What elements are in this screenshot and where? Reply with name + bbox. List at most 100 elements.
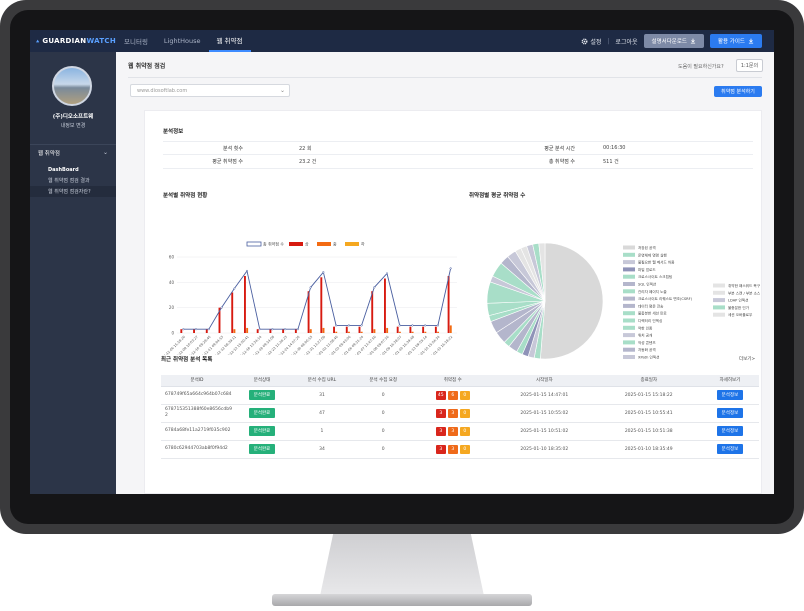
line-point	[411, 324, 414, 327]
sidebar-item-about[interactable]: 웹 취약점 점검자란?	[30, 186, 116, 197]
recent-analysis-table: 분석ID 분석상태 분석 수집 URL 분석 수집 요청 취약점 수 시작일자 …	[161, 375, 759, 459]
url-count: 47	[291, 404, 353, 423]
view-details-button[interactable]: 분석정보	[716, 426, 744, 436]
settings-link[interactable]: 설정	[581, 37, 601, 46]
y-tick-label: 40	[169, 280, 175, 285]
sidebar-section-web-vulnerability[interactable]: 웹 취약점 ⌄	[30, 144, 116, 160]
nav-monitoring[interactable]: 모니터링	[124, 38, 148, 46]
table-row[interactable]: 678749f65a664c964b07c684 분석완료 31 0 45 6 0 …	[161, 386, 759, 405]
end-date: 2025-01-15 10:55:41	[596, 404, 701, 423]
view-cell: 분석정보	[700, 440, 759, 459]
avatar[interactable]	[52, 66, 92, 106]
target-url-select[interactable]: www.diosoftlab.com ⌄	[130, 84, 290, 97]
severity-medium-badge: 6	[447, 390, 458, 400]
analysis-id: 6780c62944703ab8f0f94d2	[161, 440, 233, 459]
legend-swatch	[345, 242, 359, 246]
bar-중	[360, 331, 363, 333]
pie-legend-label: 디렉터리 인덱싱	[638, 318, 662, 323]
start-date: 2025-01-15 10:51:02	[492, 422, 597, 441]
bar-중	[373, 329, 376, 333]
company-name: (주)디오소프트웨	[52, 114, 94, 120]
severity-high-badge: 3	[435, 408, 446, 418]
column-header: 취약점 수	[413, 375, 493, 387]
pie-legend-label: 관리자 페이지 노출	[638, 289, 667, 294]
app-logo[interactable]: GUARDIANWATCH	[30, 30, 116, 52]
line-point	[195, 328, 198, 331]
app-screen: GUARDIANWATCH 모니터링 LightHouse 웹 취약점 설정 |…	[30, 30, 774, 494]
pie-legend-swatch	[713, 305, 725, 310]
table-header-row: 분석ID 분석상태 분석 수집 URL 분석 수집 요청 취약점 수 시작일자 …	[161, 375, 759, 387]
sidebar: (주)디오소프트웨 내정보 변경 웹 취약점 ⌄ DashBoard 웹 취약점…	[30, 52, 116, 494]
line-point	[258, 328, 261, 331]
pie-chart-title: 취약점별 평균 취약점 수	[469, 193, 526, 199]
pie-legend-label: 자동화 공격	[638, 347, 656, 352]
bar-중	[309, 329, 312, 333]
bar-중	[335, 331, 338, 333]
bar-상	[371, 291, 374, 333]
pie-legend-swatch	[713, 290, 725, 295]
bar-상	[447, 276, 450, 333]
view-details-button[interactable]: 분석정보	[716, 408, 744, 418]
analysis-id: 6784a68fe11a2719f035c902	[161, 422, 233, 441]
url-count: 34	[291, 440, 353, 459]
view-details-button[interactable]: 분석정보	[716, 390, 744, 400]
logo-text: GUARDIANWATCH	[42, 37, 116, 45]
sidebar-item-dashboard[interactable]: DashBoard	[48, 166, 79, 173]
pie-legend-swatch	[623, 260, 635, 265]
nav-web-vulnerability[interactable]: 웹 취약점	[208, 30, 251, 52]
view-details-button[interactable]: 분석정보	[716, 444, 744, 454]
bar-상	[384, 278, 386, 333]
bar-상	[294, 329, 297, 333]
info-value: 23.2 건	[299, 159, 317, 165]
status-badge: 분석완료	[248, 426, 276, 436]
legend-label: 중	[333, 242, 337, 247]
line-point	[373, 286, 376, 289]
info-value: 00:16:30	[603, 145, 626, 151]
pie-legend-label: 불필요한 웹 메서드 허용	[638, 260, 675, 265]
analysis-info-title: 분석정보	[163, 129, 184, 135]
edit-profile-link[interactable]: 내정보 변경	[60, 123, 86, 129]
logout-link[interactable]: 로그아웃	[615, 38, 638, 46]
column-header: 분석ID	[161, 375, 233, 387]
severity-high-badge: 3	[435, 426, 446, 436]
status-cell: 분석완료	[233, 404, 292, 423]
line-point	[233, 287, 236, 290]
status-cell: 분석완료	[233, 422, 292, 441]
line-point	[271, 328, 274, 331]
pie-legend-swatch	[713, 298, 725, 303]
column-header: 자세히보기	[700, 375, 759, 387]
monitor-stand	[320, 534, 484, 596]
start-date: 2025-01-15 10:55:02	[492, 404, 597, 423]
status-badge: 분석완료	[248, 390, 276, 400]
pie-legend-swatch	[623, 296, 635, 301]
bar-상	[434, 326, 437, 333]
bar-상	[231, 292, 234, 333]
guide-download-button[interactable]: 활용 가이드	[709, 34, 762, 48]
severity-low-badge: 0	[459, 390, 470, 400]
bar-상	[256, 329, 259, 333]
bar-상	[307, 291, 310, 333]
run-analysis-button[interactable]: 취약점 분석하기	[714, 86, 762, 97]
line-total-vulns	[183, 268, 452, 330]
more-link[interactable]: 더보기>	[739, 357, 756, 362]
pie-legend-label: 세션 오버플로우	[728, 312, 753, 317]
sidebar-item-scan-results[interactable]: 웹 취약점 점검 결과	[48, 178, 90, 184]
request-count: 0	[352, 440, 414, 459]
pie-legend-label: LDAP 인젝션	[728, 298, 748, 303]
nav-lighthouse[interactable]: LightHouse	[163, 37, 201, 45]
bar-상	[269, 329, 272, 333]
manual-download-button[interactable]: 설명서다운로드	[643, 34, 704, 48]
line-point	[322, 271, 325, 274]
manual-download-label: 설명서다운로드	[651, 39, 687, 45]
request-count: 0	[352, 422, 414, 441]
pie-legend-swatch	[623, 245, 635, 250]
inquiry-button[interactable]: 1:1문의	[736, 59, 763, 72]
chevron-down-icon: ⌄	[102, 149, 108, 156]
bar-상	[218, 307, 221, 333]
